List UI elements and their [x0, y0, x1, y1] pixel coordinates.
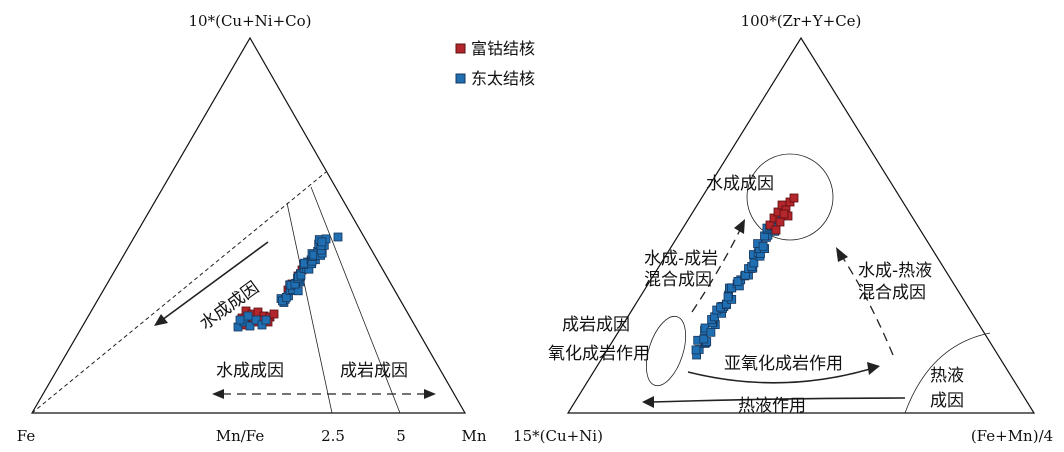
right-apex-top-label: 100*(Zr+Y+Ce)	[741, 12, 862, 30]
data-point-dongtai	[245, 321, 255, 331]
hydrogenetic-field-circle	[746, 153, 834, 241]
data-point-dongtai	[723, 292, 733, 302]
mixed-hydro-hydrothermal-line1: 水成-热液	[858, 261, 932, 281]
mixed-hydro-hydrothermal-arrowhead	[836, 247, 848, 262]
hydrothermal-label-line2: 成因	[930, 391, 964, 411]
data-point-cobalt-rich	[771, 225, 781, 235]
data-point-cobalt-rich	[789, 193, 799, 203]
right-hydrogenetic-label: 水成成因	[706, 174, 774, 194]
data-point-cobalt-rich	[269, 309, 279, 319]
data-point-dongtai	[733, 276, 743, 286]
diagenetic-label-line1: 成岩成因	[562, 315, 630, 335]
mixed-hydro-hydrothermal-line2: 混合成因	[858, 283, 926, 303]
legend-dongtai-label: 东太结核	[471, 69, 535, 88]
left-bottom-diagenetic-label: 成岩成因	[340, 361, 408, 381]
legend-cobalt-rich-marker	[455, 43, 466, 54]
right-triangle-outline	[566, 36, 1036, 414]
data-point-dongtai	[261, 315, 271, 325]
data-point-cobalt-rich	[779, 209, 789, 219]
legend-cobalt-rich-label: 富钴结核	[471, 39, 535, 58]
mnfe-5-line	[310, 186, 401, 414]
left-ternary-diagram: 水成成因 水成成因 成岩成因 10*(Cu+Ni+Co) Fe Mn Mn/Fe…	[17, 12, 487, 445]
right-data-points	[691, 193, 799, 360]
suboxic-diagenesis-arrow	[687, 368, 871, 384]
left-apex-mn-label: Mn	[461, 427, 486, 445]
left-mnfe-ratio-label: Mn/Fe	[216, 427, 265, 445]
left-bottom-arrowhead-right	[424, 389, 436, 399]
left-tick-5-label: 5	[396, 427, 406, 445]
suboxic-diagenesis-arrowhead	[867, 362, 880, 375]
left-hydrogenetic-arrowhead	[154, 314, 168, 326]
data-point-dongtai	[758, 241, 768, 251]
hydrothermal-process-arrowhead	[642, 396, 654, 408]
data-point-dongtai	[243, 311, 253, 321]
diagenetic-field-ellipse	[645, 315, 687, 387]
data-point-dongtai	[699, 334, 709, 344]
suboxic-diagenesis-label: 亚氧化成岩作用	[724, 354, 843, 374]
legend: 富钴结核 东太结核	[455, 39, 535, 88]
left-apex-fe-label: Fe	[17, 427, 36, 445]
mixed-hydro-diagenetic-line1: 水成-成岩	[644, 249, 718, 269]
right-ternary-diagram: 水成成因 水成-成岩 混合成因 水成-热液 混合成因 成岩成因 氧化成岩作用 亚…	[513, 12, 1053, 445]
right-apex-right-label: (Fe+Mn)/4	[971, 427, 1053, 445]
left-bottom-hydrogenetic-label: 水成成因	[216, 361, 284, 381]
left-data-points	[233, 232, 343, 332]
data-point-dongtai	[691, 345, 701, 355]
data-point-dongtai	[317, 237, 327, 247]
left-dashed-boundary-line	[31, 171, 327, 414]
left-tick-2-5-label: 2.5	[321, 427, 345, 445]
hydrothermal-process-label: 热液作用	[738, 396, 806, 416]
mixed-hydro-hydrothermal-dashed-arrow	[842, 257, 894, 356]
data-point-dongtai	[235, 315, 245, 325]
left-bottom-arrowhead-left	[212, 389, 224, 399]
left-apex-top-label: 10*(Cu+Ni+Co)	[189, 12, 312, 30]
hydrothermal-field-arc	[904, 332, 991, 414]
left-triangle-outline	[30, 36, 467, 414]
hydrothermal-label-line1: 热液	[930, 366, 964, 386]
legend-dongtai-marker	[455, 73, 466, 84]
diagenetic-label-line2: 氧化成岩作用	[548, 344, 650, 364]
data-point-cobalt-rich	[775, 217, 785, 227]
right-apex-left-label: 15*(Cu+Ni)	[513, 427, 603, 445]
data-point-dongtai	[333, 232, 343, 242]
mixed-hydro-diagenetic-line2: 混合成因	[644, 270, 712, 290]
data-point-dongtai	[706, 327, 716, 337]
mixed-hydro-diagenetic-arrowhead	[734, 219, 745, 234]
hydrothermal-process-arrow	[651, 397, 906, 403]
mixed-hydro-diagenetic-dashed-arrow	[691, 229, 741, 313]
mnfe-2-5-line	[286, 202, 333, 414]
left-hydrogenetic-arrow-line	[161, 241, 269, 321]
